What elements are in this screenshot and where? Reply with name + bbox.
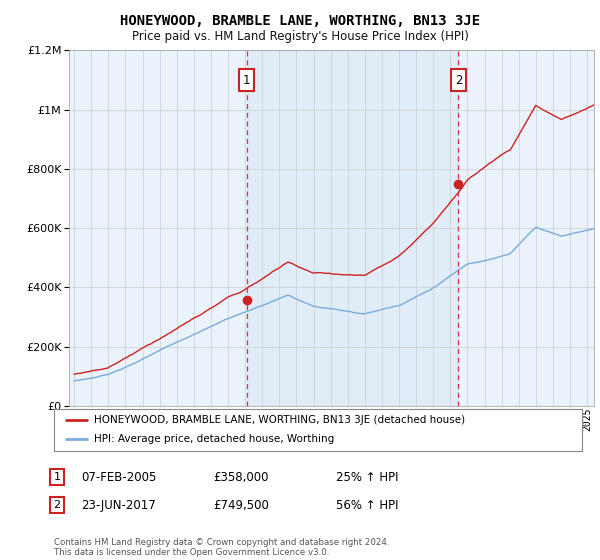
Text: £749,500: £749,500 [213, 498, 269, 512]
Text: £358,000: £358,000 [213, 470, 269, 484]
Text: 1: 1 [53, 472, 61, 482]
Text: Price paid vs. HM Land Registry's House Price Index (HPI): Price paid vs. HM Land Registry's House … [131, 30, 469, 43]
Text: 2: 2 [53, 500, 61, 510]
Text: 2: 2 [455, 73, 462, 87]
Text: 25% ↑ HPI: 25% ↑ HPI [336, 470, 398, 484]
Text: 56% ↑ HPI: 56% ↑ HPI [336, 498, 398, 512]
Text: HONEYWOOD, BRAMBLE LANE, WORTHING, BN13 3JE (detached house): HONEYWOOD, BRAMBLE LANE, WORTHING, BN13 … [94, 415, 465, 425]
Text: Contains HM Land Registry data © Crown copyright and database right 2024.
This d: Contains HM Land Registry data © Crown c… [54, 538, 389, 557]
Text: 07-FEB-2005: 07-FEB-2005 [81, 470, 157, 484]
Bar [247, 50, 458, 406]
Text: 1: 1 [243, 73, 250, 87]
Text: 23-JUN-2017: 23-JUN-2017 [81, 498, 156, 512]
Text: HONEYWOOD, BRAMBLE LANE, WORTHING, BN13 3JE: HONEYWOOD, BRAMBLE LANE, WORTHING, BN13 … [120, 14, 480, 28]
Text: HPI: Average price, detached house, Worthing: HPI: Average price, detached house, Wort… [94, 435, 334, 445]
